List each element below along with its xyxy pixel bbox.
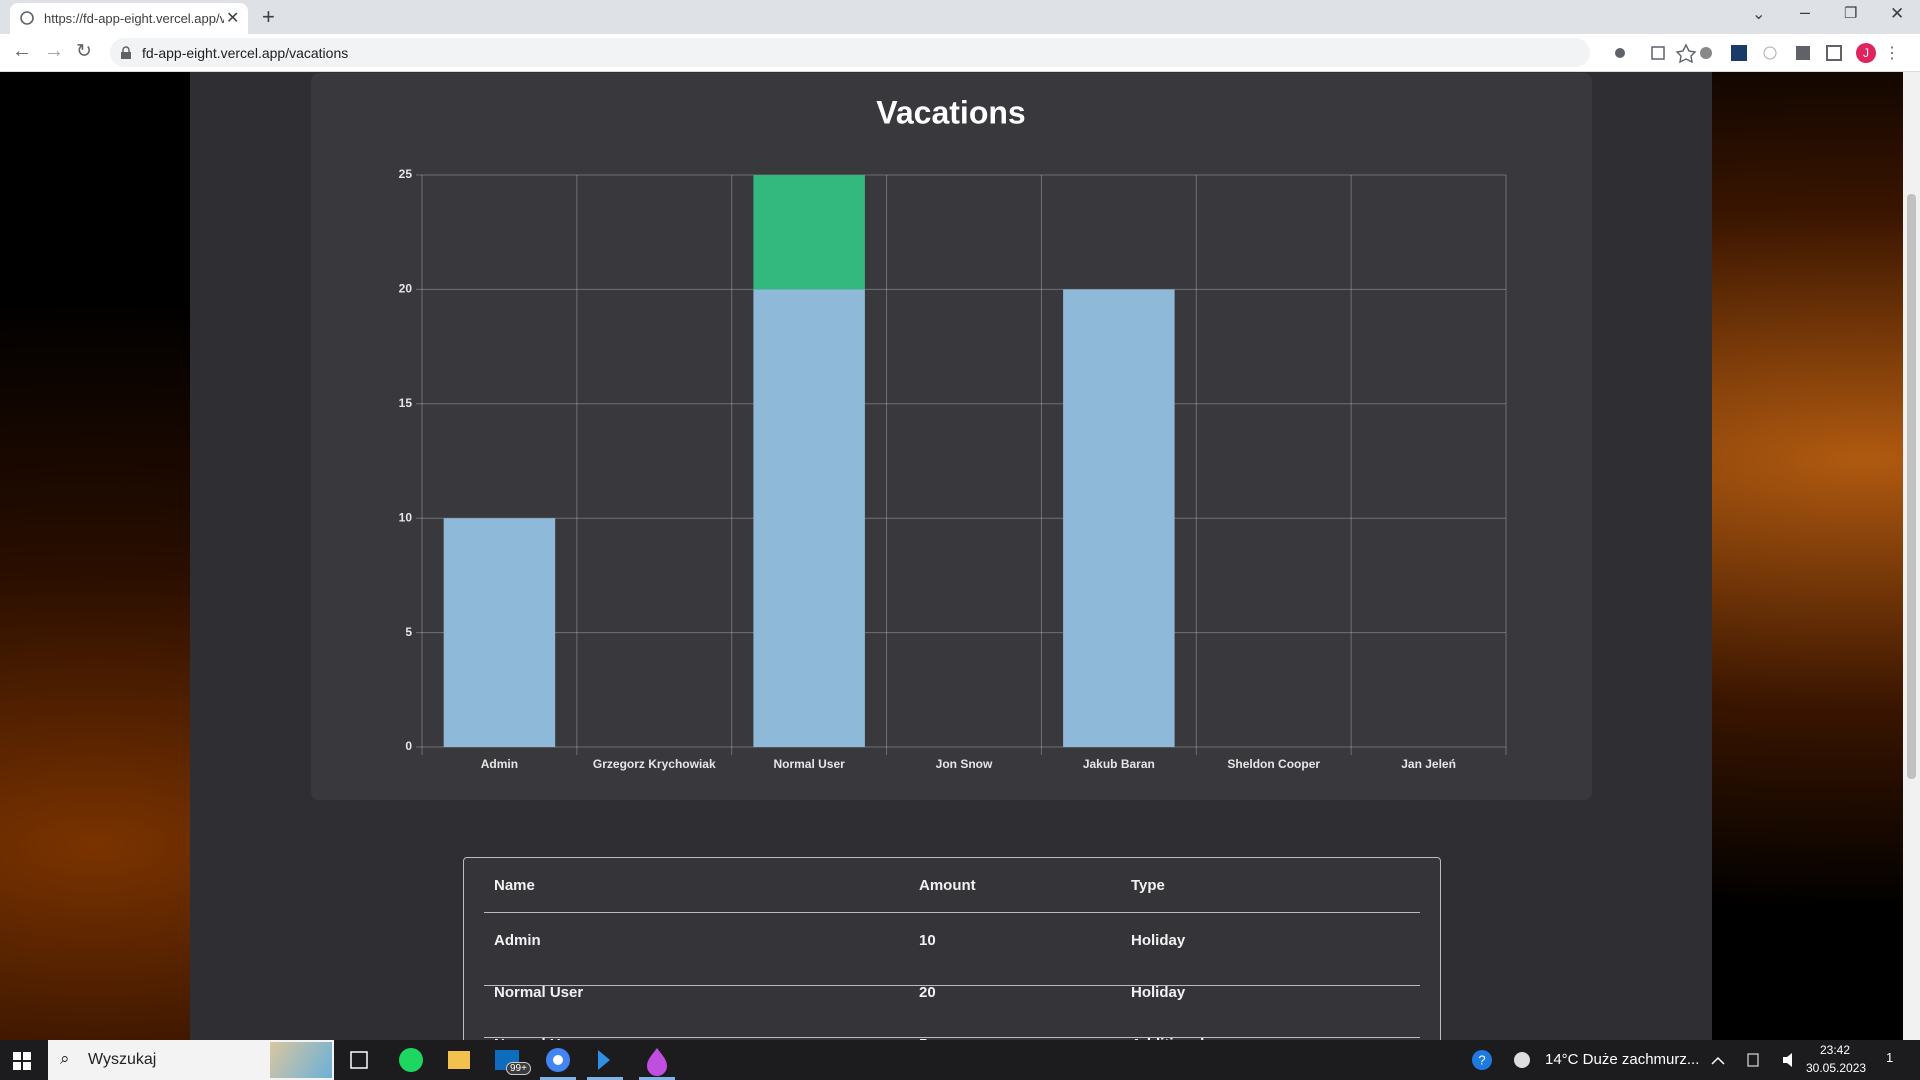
x-tick-label: Jon Snow [936, 757, 993, 771]
clock-time[interactable]: 23:42 [1820, 1043, 1851, 1057]
scrollbar[interactable] [1903, 72, 1920, 1040]
bar [753, 175, 865, 290]
url: fd-app-eight.vercel.app/vacations [142, 45, 349, 61]
row-divider [484, 912, 1420, 913]
clock-date[interactable]: 30.05.2023 [1806, 1061, 1867, 1075]
table-cell: Amount [919, 877, 976, 894]
lock-icon [121, 46, 131, 59]
start-button[interactable] [13, 1052, 31, 1070]
y-tick-label: 5 [405, 625, 412, 639]
bar [753, 289, 865, 747]
reload[interactable]: ↻ [76, 41, 92, 62]
back[interactable]: ← [12, 40, 32, 62]
x-tick-label: Grzegorz Krychowiak [593, 757, 716, 771]
search-highlight [270, 1042, 332, 1078]
page: Vacations 0 5 10 15 20 25 Admin Grzegorz Krycho… [0, 72, 1903, 1040]
row-divider [484, 985, 1420, 986]
restore[interactable]: ❐ [1844, 5, 1858, 22]
address-bar: ← → ↻ fd-app-eight.vercel.app/vacations … [0, 34, 1920, 72]
taskbar-search[interactable]: ⌕ Wyszukaj [48, 1040, 334, 1080]
row-divider [484, 1037, 1420, 1038]
mail-badge: 99+ [506, 1062, 531, 1075]
taskbar: ⌕ Wyszukaj 99+ ? 14°C Duże zachmurz... 2… [0, 1040, 1920, 1080]
vacations-table: Name Amount Type Admin 10 Holiday Normal User 2… [463, 857, 1441, 1040]
y-tick-label: 0 [405, 739, 412, 753]
table-cell: Type [1131, 877, 1165, 894]
table-cell: 5 [919, 1036, 927, 1040]
y-tick-label: 15 [399, 396, 413, 410]
tab-close[interactable]: ✕ [226, 10, 240, 27]
svg-text:J: J [1863, 46, 1869, 60]
x-tick-label: Jan Jeleń [1401, 757, 1456, 771]
chart-card: Vacations 0 5 10 15 20 25 Admin Grzegorz Krycho… [311, 73, 1592, 800]
svg-text:?: ? [1478, 1052, 1485, 1067]
table-cell: Normal User [494, 984, 584, 1001]
tab-search[interactable]: ⌄ [1752, 6, 1766, 23]
weather[interactable]: 14°C Duże zachmurz... [1545, 1051, 1700, 1068]
tab-favicon [20, 11, 34, 25]
y-tick-label: 25 [399, 167, 413, 181]
tab-bar: https://fd-app-eight.vercel.app/v ✕ + ⌄ … [0, 0, 1920, 34]
table-cell: Normal User [494, 1036, 583, 1040]
tray-icons[interactable] [1708, 1048, 1818, 1072]
y-tick-label: 10 [399, 510, 413, 524]
search-icon: ⌕ [60, 1049, 70, 1068]
tab-title: https://fd-app-eight.vercel.app/v [44, 11, 224, 26]
table-cell: 20 [919, 984, 936, 1001]
x-tick-label: Jakub Baran [1083, 757, 1155, 771]
minimize[interactable]: – [1800, 2, 1811, 22]
scroll-thumb[interactable] [1907, 194, 1916, 779]
table-cell: Name [494, 877, 535, 894]
y-tick-label: 20 [399, 282, 413, 296]
toolbar-icons: J ⋮ [1615, 43, 1900, 64]
close-window[interactable]: ✕ [1890, 4, 1905, 23]
chart: Vacations 0 5 10 15 20 25 Admin Grzegorz Krycho… [399, 94, 1507, 771]
taskbar-apps[interactable] [345, 1040, 685, 1080]
x-tick-label: Normal User [773, 757, 845, 771]
browser-tab[interactable]: https://fd-app-eight.vercel.app/v ✕ [10, 3, 248, 34]
table-cell: 10 [919, 932, 936, 949]
omnibox[interactable]: fd-app-eight.vercel.app/vacations [110, 38, 1590, 67]
system-icons: ? [1472, 1050, 1530, 1070]
table-cell: Admin [494, 932, 541, 949]
notifications[interactable]: 1 [1886, 1050, 1894, 1065]
new-tab[interactable]: + [262, 4, 275, 29]
x-tick-label: Admin [481, 757, 518, 771]
chart-title: Vacations [876, 94, 1025, 130]
table-cell: Additional [1131, 1036, 1204, 1040]
bar [443, 518, 556, 747]
table-cell: Holiday [1131, 932, 1186, 949]
x-tick-label: Sheldon Cooper [1227, 757, 1320, 771]
forward[interactable]: → [44, 40, 64, 62]
svg-text:⋮: ⋮ [1884, 45, 1900, 62]
table-cell: Holiday [1131, 984, 1186, 1001]
bar [1063, 289, 1175, 747]
search-placeholder: Wyszukaj [88, 1051, 157, 1068]
